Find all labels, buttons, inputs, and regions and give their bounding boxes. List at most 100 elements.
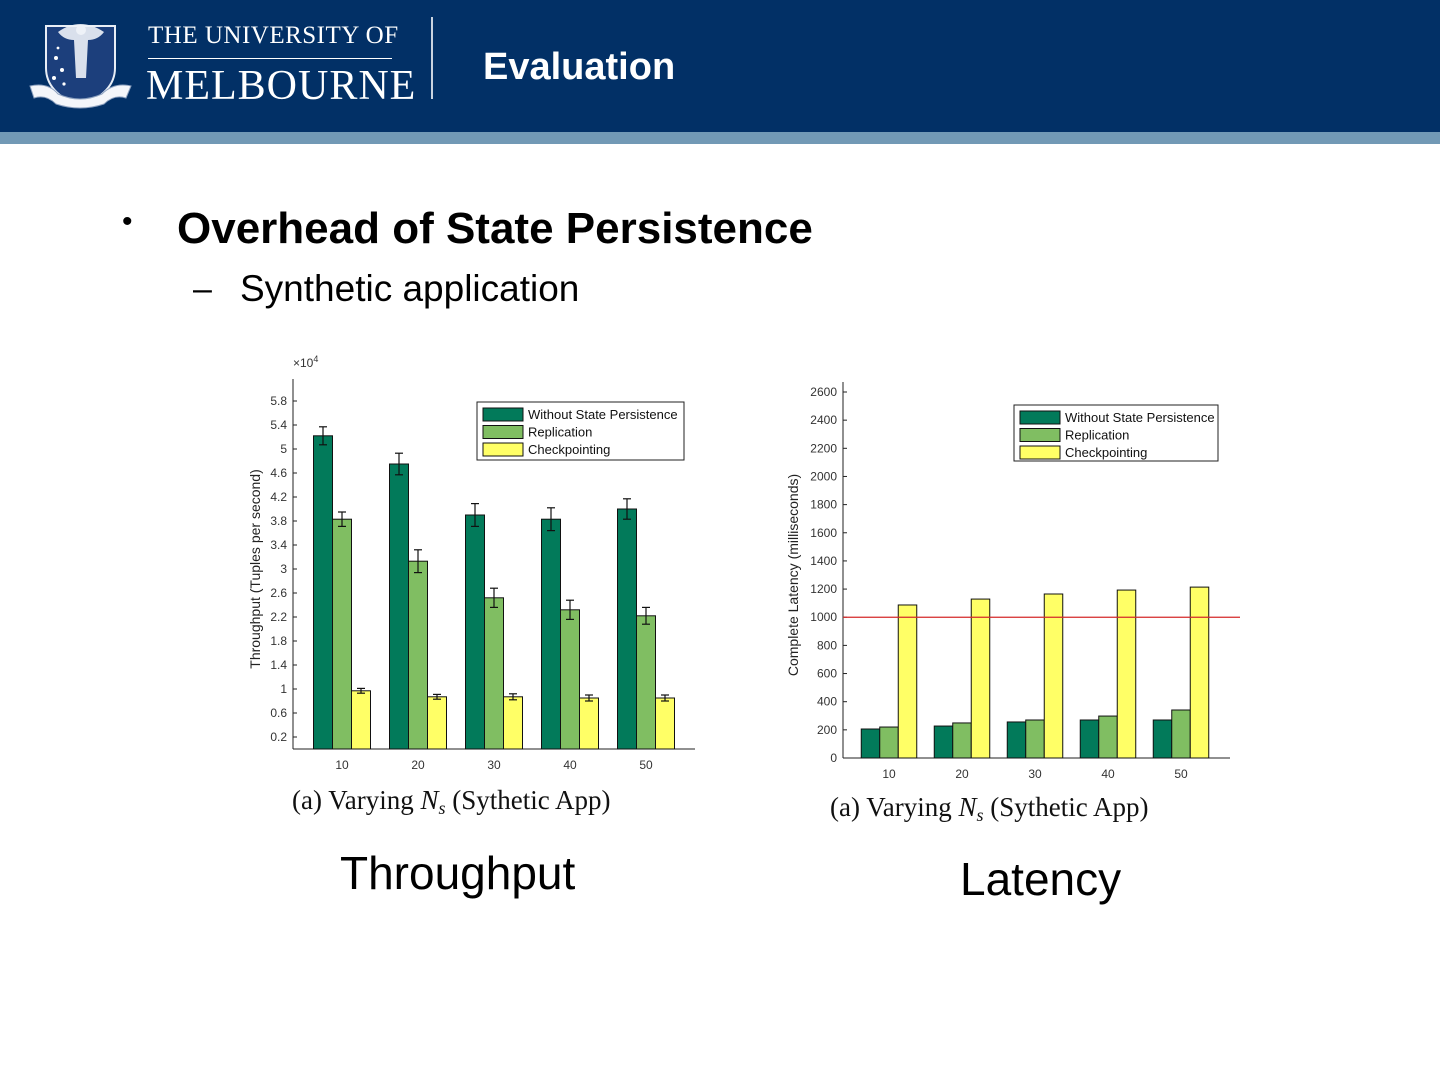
bar-checkpointing-40 [1116,589,1137,759]
y-tick-label: 0.6 [270,706,287,720]
y-tick-label: 4.6 [270,466,287,480]
bar-checkpointing-50 [655,697,675,750]
caption-prefix: (a) Varying [292,785,420,815]
header-stripe [0,132,1440,144]
legend-swatch [482,407,524,422]
throughput-label: Throughput [340,847,576,899]
latency-label: Latency [960,853,1122,905]
y-tick-label: 2.2 [270,610,287,624]
caption-subscript: s [438,798,445,818]
throughput-chart: 0.2 0.6 1 1.4 1.8 2.2 2.6 3 3.4 3.8 4.2 4.6 5 5.4 5.8 ×… [247,354,695,818]
chart-caption: (a) Varying Ns (Sythetic App) [292,785,610,818]
y-tick-label: 200 [817,723,837,737]
y-tick-label: 5.4 [270,418,287,432]
university-logo: THE UNIVERSITY OF MELBOURNE [28,18,415,110]
bar-without-state-persistence-40 [541,518,561,750]
y-tick-label: 2200 [810,441,837,455]
bullet-icon: • [122,205,133,238]
x-tick-label: 40 [563,758,577,772]
bar-checkpointing-30 [503,696,523,750]
y-multiplier-base: ×10 [293,356,314,370]
legend-label: Replication [1065,428,1129,443]
bar-without-state-persistence-50 [1152,719,1173,759]
y-multiplier-label: ×104 [293,354,318,370]
x-tick-label: 10 [882,767,896,781]
chart-legend: Without State Persistence Replication Chec… [1013,404,1219,462]
bar-replication-40 [1098,715,1118,759]
x-tick-label: 20 [411,758,425,772]
latency-chart: 0 200 400 600 800 1000 1200 1400 1600 1800 2000 220… [785,382,1240,825]
y-tick-label: 4.2 [270,490,287,504]
y-tick-label: 3 [280,562,287,576]
legend-swatch [482,425,524,439]
y-tick-label: 2000 [810,469,837,483]
chart-caption: (a) Varying Ns (Sythetic App) [830,792,1148,825]
y-tick-label: 5 [280,442,287,456]
logo-rule [148,58,392,59]
bar-without-state-persistence-20 [389,463,409,750]
legend-label: Replication [528,425,592,440]
bar-checkpointing-40 [579,697,599,750]
bar-without-state-persistence-20 [933,725,954,759]
y-tick-label: 1000 [810,610,837,624]
slide-title: Evaluation [483,46,676,88]
y-tick-label: 600 [817,667,837,681]
y-tick-label: 1400 [810,554,837,568]
dash-icon: – [193,270,212,308]
bar-replication-10 [879,726,899,759]
bar-replication-20 [408,560,428,750]
bullet-heading: Overhead of State Persistence [177,204,813,253]
logo-line1: THE UNIVERSITY OF [148,22,399,49]
y-tick-label: 2600 [810,385,837,399]
legend-label: Checkpointing [1065,445,1147,460]
legend-label: Without State Persistence [1065,410,1215,425]
caption-variable: N [419,785,440,815]
legend-label: Without State Persistence [528,407,678,422]
bar-replication-50 [1171,709,1191,759]
caption-suffix: (Sythetic App) [446,785,611,815]
x-tick-label: 50 [1174,767,1188,781]
header-divider [431,17,433,99]
bar-replication-10 [332,518,352,750]
y-tick-label: 5.8 [270,394,287,408]
y-axis-label: Complete Latency (milliseconds) [785,474,801,676]
bar-without-state-persistence-30 [465,514,485,750]
bar-replication-50 [636,615,656,750]
x-tick-label: 30 [1028,767,1042,781]
caption-suffix: (Sythetic App) [984,792,1149,822]
y-multiplier-exp: 4 [313,354,318,364]
y-tick-label: 1 [280,682,287,696]
y-tick-label: 400 [817,695,837,709]
x-tick-label: 10 [335,758,349,772]
bar-checkpointing-10 [351,690,371,750]
y-tick-label: 2400 [810,413,837,427]
y-tick-label: 3.4 [270,538,287,552]
caption-variable: N [957,792,978,822]
bar-without-state-persistence-10 [313,435,333,750]
x-tick-label: 20 [955,767,969,781]
bar-checkpointing-20 [427,696,447,750]
x-tick-label: 50 [639,758,653,772]
university-crest-icon [29,24,132,109]
y-tick-label: 1.8 [270,634,287,648]
logo-line2: MELBOURNE [146,63,417,109]
y-tick-label: 0.2 [270,730,287,744]
x-tick-label: 30 [487,758,501,772]
caption-subscript: s [976,805,983,825]
caption-prefix: (a) Varying [830,792,958,822]
y-tick-label: 0 [830,751,837,765]
y-axis-label: Throughput (Tuples per second) [247,469,263,668]
y-tick-label: 1200 [810,582,837,596]
legend-swatch [482,442,524,457]
bar-checkpointing-20 [970,598,991,759]
bar-replication-30 [484,597,504,750]
legend-label: Checkpointing [528,442,610,457]
bar-without-state-persistence-50 [617,508,637,750]
slide-header: THE UNIVERSITY OF MELBOURNE Evaluation [0,0,1440,132]
sub-bullet-text: Synthetic application [240,268,580,309]
bar-without-state-persistence-10 [860,728,881,759]
y-tick-label: 1.4 [270,658,287,672]
y-tick-label: 2.6 [270,586,287,600]
x-tick-label: 40 [1101,767,1115,781]
bar-checkpointing-50 [1189,586,1210,759]
